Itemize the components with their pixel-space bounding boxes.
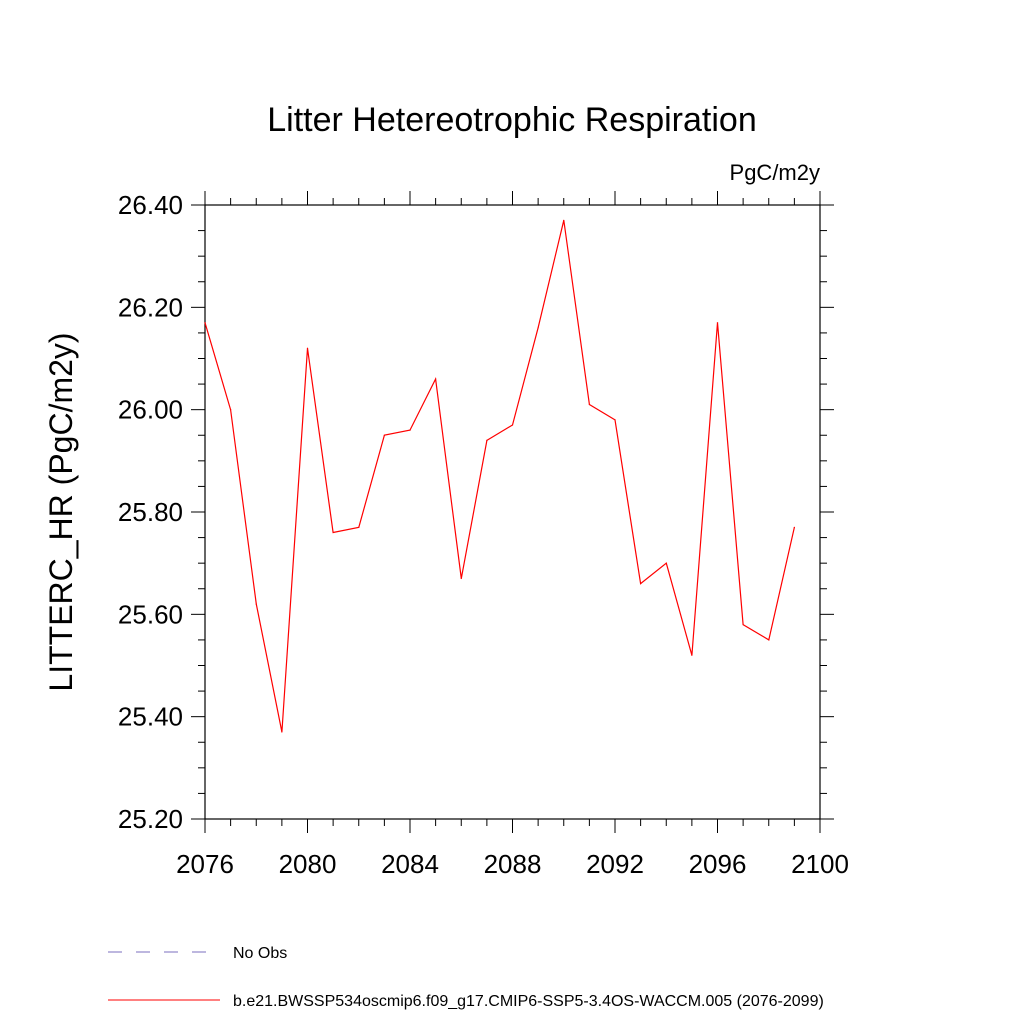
data-point: [742, 623, 744, 626]
y-tick-label: 25.40: [118, 702, 183, 732]
x-tick-label: 2076: [176, 849, 234, 879]
data-point: [460, 577, 462, 580]
data-point: [640, 583, 642, 585]
y-tick-label: 26.20: [118, 292, 183, 322]
data-point: [486, 439, 488, 441]
data-point: [306, 347, 309, 349]
data-point: [255, 603, 257, 605]
y-tick-label: 25.80: [118, 497, 183, 527]
data-point: [230, 409, 232, 411]
data-point: [281, 731, 283, 733]
series-layer: [204, 219, 795, 733]
y-axis-ticks: 25.20 25.40 25.60 25.80 26.00 26.20 26.40: [118, 190, 834, 834]
units-label: PgC/m2y: [730, 160, 820, 185]
plot-frame: [204, 204, 821, 820]
legend: No Obs b.e21.BWSSP534oscmip6.f09_g17.CMI…: [108, 945, 824, 1010]
x-tick-label: 2084: [381, 849, 439, 879]
data-point: [665, 562, 667, 564]
y-tick-label: 26.00: [118, 395, 183, 425]
x-axis-ticks: 2076 2080 2084 2088 2092 2096 2100: [176, 191, 849, 879]
data-point: [768, 639, 770, 641]
y-tick-label: 25.20: [118, 804, 183, 834]
x-tick-label: 2080: [279, 849, 337, 879]
data-point: [511, 424, 514, 426]
y-tick-label: 25.60: [118, 599, 183, 629]
data-point: [537, 327, 539, 329]
data-point: [793, 526, 795, 528]
data-point: [563, 219, 565, 221]
y-tick-label: 26.40: [118, 190, 183, 220]
data-point: [614, 419, 616, 421]
legend-label-model-run: b.e21.BWSSP534oscmip6.f09_g17.CMIP6-SSP5…: [233, 993, 824, 1010]
x-tick-label: 2088: [484, 849, 542, 879]
series-line: [204, 220, 795, 733]
data-point: [332, 531, 334, 534]
data-point: [409, 429, 411, 431]
data-point: [358, 526, 360, 528]
x-tick-label: 2096: [689, 849, 747, 879]
y-axis-label: LITTERC_HR (PgC/m2y): [43, 332, 79, 691]
data-point: [383, 434, 385, 436]
data-point: [435, 378, 437, 380]
data-point: [204, 322, 206, 324]
legend-label-no-obs: No Obs: [233, 945, 287, 962]
data-point: [691, 654, 693, 656]
x-tick-label: 2092: [586, 849, 644, 879]
chart-title: Litter Hetereotrophic Respiration: [267, 101, 756, 139]
data-point: [588, 403, 590, 406]
x-tick-label: 2100: [791, 849, 849, 879]
data-point: [716, 322, 719, 324]
